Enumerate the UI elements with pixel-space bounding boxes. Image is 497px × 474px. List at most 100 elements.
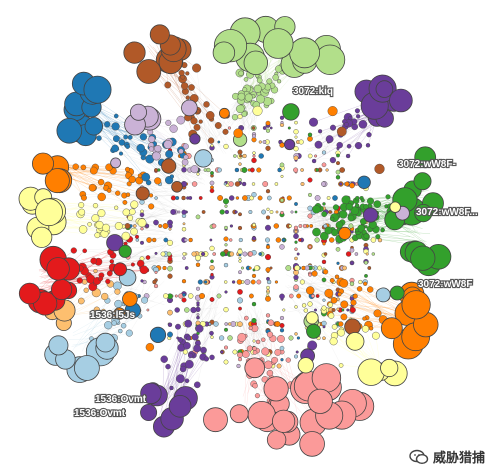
graph-edge	[198, 111, 224, 154]
cluster-node-small	[154, 145, 162, 153]
mesh-node	[332, 195, 338, 201]
cluster-node-small	[111, 144, 119, 153]
mesh-node	[358, 279, 363, 285]
mesh-node	[252, 222, 256, 227]
cluster-node-small	[178, 69, 185, 76]
mesh-node	[239, 154, 243, 158]
mesh-node	[209, 188, 215, 194]
mesh-node	[244, 279, 251, 285]
mesh-node	[224, 209, 229, 215]
mesh-node	[223, 280, 228, 284]
mesh-node	[236, 297, 243, 304]
cluster-node-small	[90, 257, 97, 265]
cluster-node-small	[337, 292, 342, 297]
mesh-node	[293, 155, 299, 161]
cluster-node-small	[336, 141, 343, 149]
watermark: 威胁猎捕	[409, 447, 485, 466]
mesh-node	[342, 265, 347, 271]
cluster-node	[44, 168, 70, 194]
mesh-node	[158, 223, 163, 228]
cluster-node-small	[373, 309, 382, 318]
mesh-node	[139, 240, 144, 245]
mesh-node	[286, 195, 292, 201]
graph-edge	[314, 121, 345, 138]
mesh-node	[335, 175, 341, 180]
accent-node	[122, 291, 138, 307]
graph-edge	[111, 244, 163, 262]
cluster-node-small	[80, 194, 87, 201]
cluster-node-small	[102, 223, 110, 232]
mesh-node	[258, 153, 264, 159]
cluster-node-small	[350, 206, 360, 215]
cluster-node-small	[209, 330, 214, 336]
mesh-node	[241, 181, 247, 187]
cluster-node	[289, 37, 321, 69]
cluster-node-small	[127, 215, 134, 221]
cluster-node-small	[329, 157, 337, 164]
graph-edge	[105, 227, 156, 230]
mesh-node	[174, 307, 180, 313]
mesh-node	[219, 335, 225, 341]
cluster-node-small	[330, 297, 338, 304]
mesh-node	[210, 335, 214, 339]
cluster-node-small	[190, 117, 198, 125]
cluster-node-small	[130, 262, 135, 267]
cluster-node	[380, 317, 403, 340]
mesh-node	[223, 327, 228, 332]
cluster-node-small	[178, 148, 184, 155]
cluster-node-small	[115, 190, 121, 196]
mesh-node	[300, 168, 304, 172]
graph-edge	[186, 285, 213, 346]
cluster-node-small	[113, 113, 119, 119]
mesh-node	[181, 279, 187, 284]
cluster-node-small	[352, 293, 358, 299]
cluster-node	[414, 204, 433, 223]
accent-node	[305, 311, 319, 325]
mesh-node	[315, 168, 319, 172]
mesh-node	[167, 273, 173, 279]
cluster-node-small	[114, 221, 123, 230]
mesh-node	[328, 210, 332, 214]
accent-node	[110, 157, 121, 169]
mesh-node	[280, 198, 285, 203]
cluster-node-small	[191, 333, 199, 341]
mesh-node	[213, 321, 219, 327]
cluster-node-small	[339, 210, 348, 219]
mesh-node	[251, 157, 257, 164]
mesh-node	[354, 252, 359, 256]
mesh-node	[294, 332, 298, 336]
cluster-node	[380, 358, 399, 378]
mesh-node	[241, 167, 248, 173]
mesh-node	[279, 328, 285, 333]
mesh-node	[217, 195, 224, 201]
graph-edge	[242, 375, 251, 397]
mesh-node	[336, 161, 341, 166]
cluster-node-small	[80, 164, 87, 171]
graph-edge	[339, 294, 398, 312]
cluster-node-small	[311, 270, 318, 277]
mesh-node	[223, 307, 229, 313]
graph-edge	[99, 212, 169, 231]
graph-edge	[94, 105, 175, 185]
mesh-node	[167, 331, 173, 338]
cluster-node-small	[78, 201, 85, 208]
mesh-node	[321, 277, 327, 283]
accent-node	[344, 318, 361, 336]
mesh-node	[326, 196, 331, 200]
graph-edge	[98, 138, 194, 175]
mesh-node	[170, 195, 176, 201]
graph-edge	[312, 214, 333, 220]
cluster-node-small	[114, 205, 119, 210]
cluster-node	[46, 257, 70, 281]
mesh-node	[269, 210, 274, 214]
mesh-node	[234, 181, 241, 187]
graph-edge	[297, 291, 344, 318]
cluster-node-small	[367, 286, 374, 293]
cluster-node-small	[141, 296, 149, 304]
graph-edge	[124, 195, 171, 214]
mesh-node	[251, 126, 256, 130]
mesh-node	[153, 283, 159, 289]
mesh-node	[248, 251, 254, 257]
cluster-node-small	[177, 337, 184, 343]
accent-node	[336, 126, 347, 137]
